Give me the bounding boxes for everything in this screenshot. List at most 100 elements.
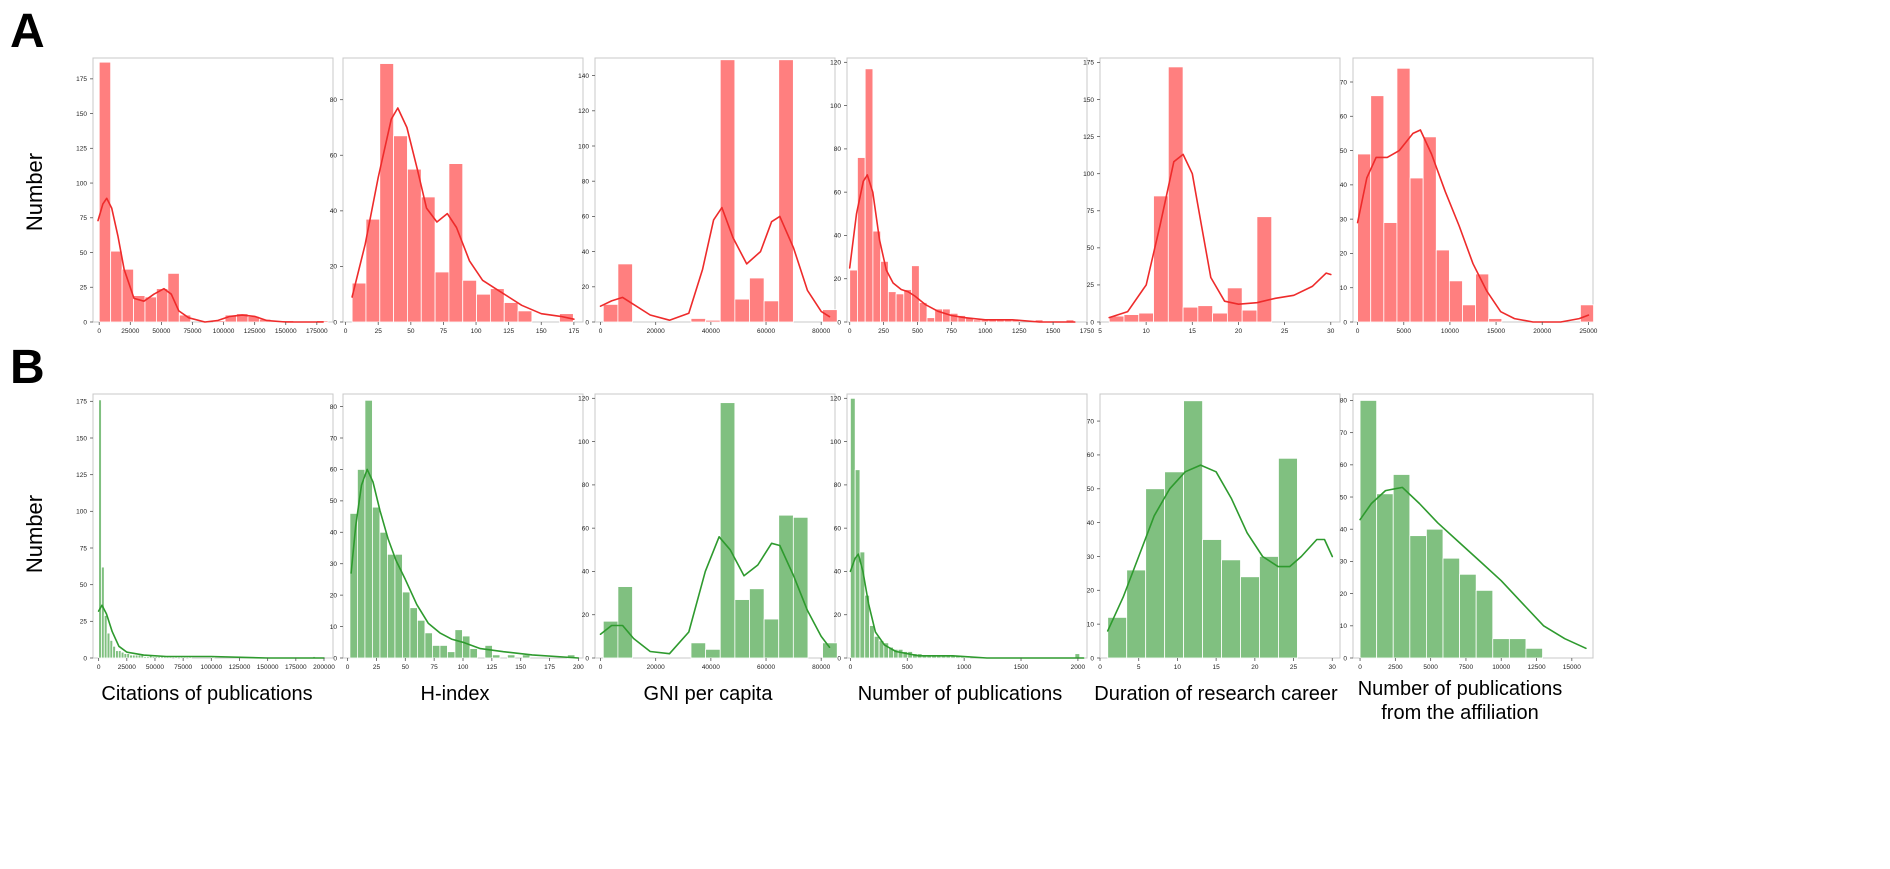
panel-label-b: B [10, 341, 45, 394]
x-tick-label: 15 [1213, 664, 1221, 671]
x-tick-label: 25 [375, 328, 383, 335]
histogram-bar [854, 469, 861, 659]
histogram-bar [103, 615, 108, 659]
y-tick-label: 10 [330, 624, 338, 631]
y-tick-label: 50 [1340, 148, 1348, 155]
y-tick-label: 50 [1087, 245, 1095, 252]
histogram-bar [719, 402, 736, 659]
y-tick-label: 80 [582, 179, 590, 186]
y-tick-label: 125 [1083, 134, 1094, 141]
x-tick-label: 25 [1290, 664, 1298, 671]
histogram-bar [857, 157, 866, 323]
histogram-bar [1462, 304, 1476, 323]
kde-line [97, 197, 324, 323]
kde-line [599, 535, 831, 655]
histogram-bar [690, 642, 707, 659]
y-tick-label: 0 [1343, 319, 1347, 326]
histogram-bar [393, 135, 408, 323]
x-tick-label: 10 [1174, 664, 1182, 671]
y-tick-label: 60 [330, 153, 338, 160]
x-tick-label: 10000 [1492, 664, 1510, 671]
plot-frame [594, 57, 836, 323]
histogram-bar [822, 642, 838, 659]
histogram-bar [1226, 287, 1243, 323]
x-tick-label: 75000 [183, 328, 201, 335]
x-tick-label: 75 [440, 328, 448, 335]
histogram-bar [364, 399, 373, 659]
x-tick-label: 25000 [121, 328, 139, 335]
kde-line [1356, 129, 1590, 323]
x-tick-label: 20000 [1533, 328, 1551, 335]
histogram-bar [1182, 306, 1199, 323]
x-tick-label: 0 [346, 664, 350, 671]
y-tick-label: 40 [330, 530, 338, 537]
y-tick-label: 70 [1340, 430, 1348, 437]
plot-frame [1099, 57, 1341, 323]
x-tick-label: 60000 [757, 664, 775, 671]
histogram-bar [134, 654, 139, 659]
x-tick-label: 100 [458, 664, 469, 671]
histogram-bar [126, 653, 131, 659]
histogram-bar [1197, 305, 1214, 323]
x-tick-label: 20 [1235, 328, 1243, 335]
histogram-bar [1240, 576, 1260, 659]
x-tick-label: 0 [599, 328, 603, 335]
x-tick-label: 0 [97, 664, 101, 671]
histogram-bar [1359, 400, 1378, 659]
x-tick-label: 40000 [702, 328, 720, 335]
histogram-a-4: 0 250 500 750 1000 1250 1500 175002040608010012… [830, 57, 1095, 335]
x-tick-label: 175000 [285, 664, 307, 671]
x-tick-label: 0 [1358, 664, 1362, 671]
histogram-bar [778, 514, 794, 659]
histogram-bar [1376, 493, 1394, 659]
histogram-bar [778, 59, 794, 323]
histogram-bar [690, 318, 707, 323]
histogram-bar [1164, 471, 1185, 659]
histogram-bar [434, 271, 450, 323]
plot-frame [846, 393, 1088, 659]
histogram-b-3: 0 20000 40000 60000 80000 0 20 40 60 80 100 120 [578, 393, 838, 671]
histogram-bar [129, 654, 133, 659]
histogram-bar [1126, 569, 1147, 659]
x-tick-label: 500 [912, 328, 923, 335]
histogram-a-6: 0 5000 10000 15000 20000 25000 0 10 20 30 40 50 60 70 [1340, 57, 1598, 335]
histogram-bar [602, 303, 619, 323]
histogram-bar [617, 586, 633, 659]
y-tick-label: 50 [330, 498, 338, 505]
y-tick-label: 40 [1340, 527, 1348, 534]
x-tick-label: 75000 [174, 664, 192, 671]
x-tick-label: 125 [486, 664, 497, 671]
y-tick-label: 40 [834, 569, 842, 576]
y-tick-label: 50 [80, 582, 88, 589]
histogram-bar [372, 506, 381, 659]
histogram-bar [1422, 136, 1437, 323]
x-tick-label: 30 [1327, 328, 1335, 335]
plot-frame [92, 393, 334, 659]
x-tick-label: 25 [1281, 328, 1289, 335]
histogram-bar [409, 607, 418, 659]
x-tick-label: 50 [407, 328, 415, 335]
histogram-bar [719, 59, 736, 323]
y-tick-label: 175 [76, 76, 87, 83]
histogram-bar [1488, 318, 1503, 323]
x-tick-label: 150 [515, 664, 526, 671]
x-tick-label: 750 [946, 328, 957, 335]
x-tick-label: 125000 [244, 328, 266, 335]
histogram-bar [1475, 589, 1494, 659]
x-tick-label: 12500 [1527, 664, 1545, 671]
x-tick-label: 5000 [1423, 664, 1438, 671]
histogram-bar [1278, 457, 1298, 659]
histogram-bar [146, 656, 150, 659]
y-tick-label: 20 [1087, 588, 1095, 595]
y-tick-label: 30 [1340, 559, 1348, 566]
y-tick-label: 10 [1340, 623, 1348, 630]
y-tick-label: 100 [830, 103, 841, 110]
y-tick-label: 0 [585, 655, 589, 662]
histogram-bar [734, 599, 750, 659]
y-tick-label: 60 [1340, 114, 1348, 121]
histogram-bar [492, 654, 501, 659]
histogram-bar [517, 310, 533, 323]
histogram-bar [1435, 249, 1450, 323]
x-tick-label: 0 [1356, 328, 1360, 335]
histogram-bar [1383, 222, 1398, 323]
